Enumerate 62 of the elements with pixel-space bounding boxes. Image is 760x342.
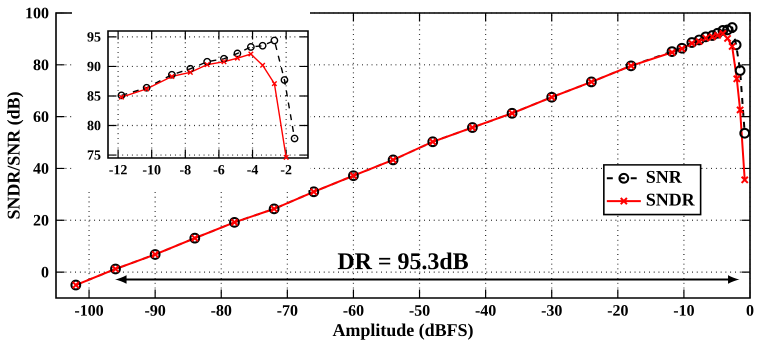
- x-tick-label: -10: [674, 305, 694, 316]
- point: [234, 55, 240, 62]
- y-tick-label: 75: [88, 150, 100, 160]
- y-tick-label: 85: [87, 91, 100, 101]
- x-tick-label: -40: [476, 305, 496, 316]
- point: [270, 36, 278, 44]
- y-tick-label: 80: [87, 120, 100, 130]
- point: [221, 58, 227, 65]
- y-tick-label: 40: [33, 163, 48, 174]
- point: [722, 24, 733, 36]
- point: [732, 74, 741, 83]
- point: [203, 58, 212, 66]
- x-tick-label: 0: [746, 305, 754, 316]
- x-tick-label: -2: [280, 165, 292, 174]
- annotation: DR = 95.3dB: [338, 252, 468, 270]
- point: [290, 134, 298, 142]
- x-tick-label: -6: [214, 165, 224, 174]
- x-tick-label: -100: [75, 305, 104, 316]
- point: [280, 76, 288, 84]
- y-tick-label: 100: [26, 8, 48, 18]
- x-tick-label: -20: [608, 305, 628, 316]
- x-axis-title: Amplitude (dBFS): [332, 324, 473, 340]
- y-tick-label: 0: [42, 266, 48, 278]
- y-tick-label: 80: [34, 59, 48, 70]
- legend-label: SNDR: [646, 194, 695, 206]
- y-tick-label: 95: [87, 32, 100, 42]
- legend-label: SNR: [646, 170, 682, 183]
- x-tick-label: -50: [410, 305, 430, 316]
- x-tick-label: -60: [343, 305, 364, 316]
- y-tick-label: 60: [34, 111, 48, 122]
- y-tick-label: 20: [34, 214, 48, 226]
- point: [186, 64, 194, 73]
- point: [246, 43, 255, 51]
- point: [220, 54, 228, 63]
- point: [271, 80, 278, 87]
- point: [168, 74, 175, 80]
- x-tick-label: -4: [247, 165, 258, 174]
- point: [168, 70, 176, 79]
- point: [736, 106, 744, 114]
- point: [740, 176, 749, 184]
- y-tick-label: 90: [87, 62, 100, 72]
- point: [723, 34, 732, 42]
- point: [728, 42, 736, 51]
- point: [739, 128, 750, 139]
- x-tick-label: -70: [277, 305, 298, 316]
- point: [260, 62, 266, 68]
- point: [234, 50, 242, 58]
- x-tick-label: -30: [542, 305, 562, 316]
- point: [734, 65, 746, 76]
- point: [726, 22, 738, 33]
- point: [248, 51, 254, 57]
- point: [187, 69, 194, 76]
- x-tick-label: -90: [145, 305, 166, 316]
- point: [258, 42, 267, 50]
- x-tick-label: -8: [180, 165, 191, 174]
- y-axis-title: SNDR/SNR (dB): [7, 92, 24, 219]
- point: [730, 39, 742, 50]
- point: [718, 24, 728, 36]
- point: [204, 62, 210, 68]
- x-tick-label: -80: [211, 305, 232, 316]
- x-tick-label: -12: [109, 165, 127, 174]
- x-tick-label: -10: [142, 165, 160, 174]
